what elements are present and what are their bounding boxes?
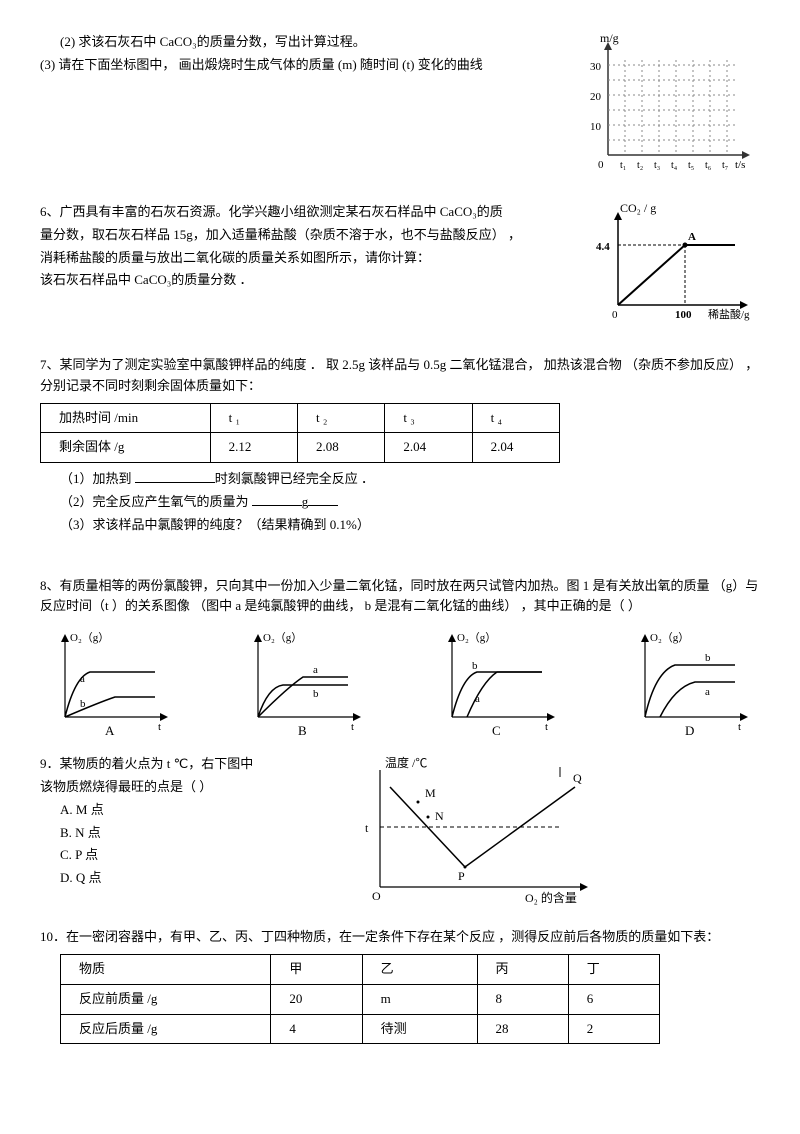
question-2: (2) 求该石灰石中 CaCO₃的质量分数，写出计算过程。	[60, 32, 570, 53]
q9-line1: 9．某物质的着火点为 t ℃，右下图中	[40, 754, 320, 775]
svg-text:M: M	[425, 786, 436, 800]
svg-text:D: D	[685, 723, 694, 737]
svg-text:N: N	[435, 809, 444, 823]
svg-text:稀盐酸/g: 稀盐酸/g	[708, 307, 750, 321]
q10-table: 物质 甲 乙 丙 丁 反应前质量 /g 20 m 8 6 反应后质量 /g 4 …	[60, 954, 660, 1044]
q8-text: 8、有质量相等的两份氯酸钾，只向其中一份加入少量二氧化锰，同时放在两只试管内加热…	[40, 576, 760, 618]
svg-text:a: a	[705, 686, 710, 698]
svg-text:0: 0	[598, 159, 604, 171]
svg-text:30: 30	[590, 61, 602, 73]
svg-text:0: 0	[612, 309, 618, 321]
svg-text:t: t	[158, 721, 161, 733]
svg-text:t₂: t₂	[637, 160, 643, 171]
svg-text:t: t	[365, 821, 369, 835]
svg-text:O₂ 的含量: O₂ 的含量	[525, 890, 577, 905]
q9-opt-b: B. N 点	[60, 823, 320, 844]
co2-chart: CO₂ / g A 4.4 0 100 稀盐酸/g	[590, 200, 760, 330]
grid-ylabel: m/g	[600, 31, 619, 45]
q9-opt-c: C. P 点	[60, 845, 320, 866]
q9-opt-a: A. M 点	[60, 800, 320, 821]
svg-text:t₅: t₅	[688, 160, 694, 171]
svg-text:温度 /℃: 温度 /℃	[385, 755, 427, 770]
svg-text:Q: Q	[573, 771, 582, 785]
svg-text:a: a	[475, 693, 480, 705]
q7-table: 加热时间 /min t ₁ t ₂ t ₃ t ₄ 剩余固体 /g 2.12 2…	[40, 403, 560, 464]
svg-text:10: 10	[590, 121, 602, 133]
svg-text:b: b	[472, 660, 478, 672]
svg-text:A: A	[688, 231, 696, 243]
svg-text:a: a	[313, 664, 318, 676]
svg-text:O₂（g）: O₂（g）	[457, 631, 496, 644]
svg-text:A: A	[105, 723, 115, 737]
svg-text:b: b	[705, 652, 711, 664]
question-3: (3) 请在下面坐标图中， 画出煅烧时生成气体的质量 (m) 随时间 (t) 变…	[40, 55, 570, 76]
q6-line2: 量分数，取石灰石样品 15g，加入适量稀盐酸（杂质不溶于水，也不与盐酸反应） ，	[40, 225, 580, 246]
q7-sub2: （2）完全反应产生氧气的质量为 g	[60, 492, 760, 513]
svg-text:t₄: t₄	[671, 160, 678, 171]
svg-text:B: B	[298, 723, 307, 737]
svg-text:P: P	[458, 869, 465, 883]
svg-text:C: C	[492, 723, 501, 737]
svg-text:t₃: t₃	[654, 160, 660, 171]
svg-text:CO₂ / g: CO₂ / g	[620, 201, 656, 215]
grid-chart: m/g 30 20 10 0 t₁ t₂ t₃	[580, 30, 760, 180]
svg-text:t: t	[738, 721, 741, 733]
q6-line1: 6、广西具有丰富的石灰石资源。化学兴趣小组欲测定某石灰石样品中 CaCO₃的质	[40, 202, 580, 223]
q8-charts: O₂（g） a b t A O₂（g） a b t B	[40, 627, 760, 737]
svg-text:O₂（g）: O₂（g）	[263, 631, 302, 644]
svg-text:O₂（g）: O₂（g）	[650, 631, 689, 644]
q7-sub1: （1）加热到 时刻氯酸钾已经完全反应 ．	[60, 469, 760, 490]
q10-text: 10．在一密闭容器中，有甲、乙、丙、丁四种物质，在一定条件下存在某个反应 ，测得…	[40, 927, 760, 948]
q9-line2: 该物质燃烧得最旺的点是（ ）	[40, 777, 320, 798]
svg-text:b: b	[80, 698, 86, 710]
q7-intro: 7、某同学为了测定实验室中氯酸钾样品的纯度 ． 取 2.5g 该样品与 0.5g…	[40, 355, 760, 397]
svg-text:t₆: t₆	[705, 160, 712, 171]
svg-text:a: a	[80, 673, 85, 685]
svg-text:t/s: t/s	[735, 159, 745, 171]
q6-line4: 该石灰石样品中 CaCO₃的质量分数 ．	[40, 270, 580, 291]
svg-text:t₁: t₁	[620, 160, 626, 171]
q6-line3: 消耗稀盐酸的质量与放出二氧化碳的质量关系如图所示，请你计算：	[40, 248, 580, 269]
svg-text:20: 20	[590, 91, 602, 103]
svg-text:t: t	[545, 721, 548, 733]
q9-opt-d: D. Q 点	[60, 868, 320, 889]
svg-text:t₇: t₇	[722, 160, 728, 171]
svg-text:100: 100	[675, 309, 692, 321]
q7-sub3: （3）求该样品中氯酸钾的纯度？（结果精确到 0.1%）	[60, 515, 760, 536]
svg-text:t: t	[351, 721, 354, 733]
svg-text:O: O	[372, 889, 381, 903]
svg-text:4.4: 4.4	[596, 241, 610, 253]
q9-chart: 温度 /℃ t M N P Q O O₂ 的含量	[330, 752, 610, 912]
svg-text:b: b	[313, 688, 319, 700]
svg-text:O₂（g）: O₂（g）	[70, 631, 109, 644]
